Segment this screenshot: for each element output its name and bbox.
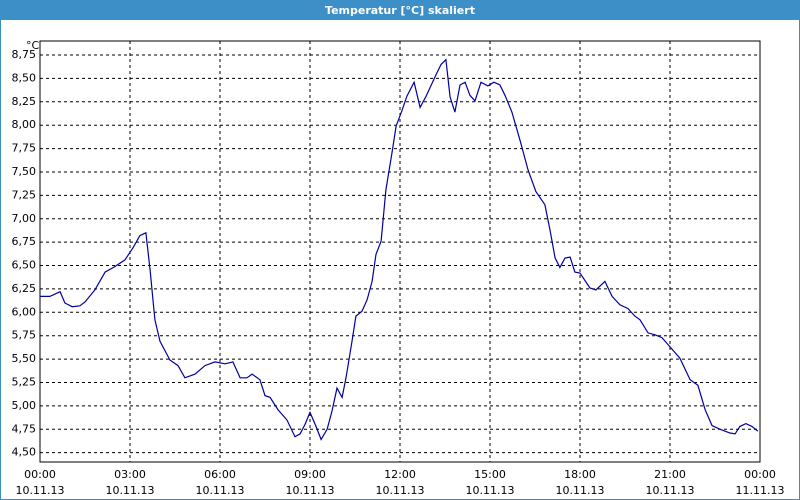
y-tick-label: 7,50 (12, 165, 37, 178)
x-tick-label: 21:00 (654, 468, 686, 481)
y-tick-label: 8,00 (12, 118, 37, 131)
x-tick-date: 10.11.13 (466, 484, 515, 497)
y-tick-label: 5,00 (12, 399, 37, 412)
x-tick-label: 12:00 (384, 468, 416, 481)
y-tick-label: 7,25 (12, 188, 37, 201)
x-tick-date: 11.11.13 (736, 484, 785, 497)
x-tick-date: 10.11.13 (376, 484, 425, 497)
x-tick-label: 15:00 (474, 468, 506, 481)
y-tick-label: 5,75 (12, 329, 37, 342)
y-axis-label: °C (26, 39, 40, 52)
y-tick-label: 8,75 (12, 48, 37, 61)
x-tick-label: 00:00 (744, 468, 776, 481)
y-tick-label: 5,25 (12, 375, 37, 388)
y-tick-label: 7,75 (12, 142, 37, 155)
x-tick-date: 10.11.13 (556, 484, 605, 497)
y-tick-label: 8,25 (12, 95, 37, 108)
x-tick-label: 09:00 (294, 468, 326, 481)
x-tick-label: 00:00 (24, 468, 56, 481)
y-tick-label: 6,00 (12, 305, 37, 318)
x-tick-label: 06:00 (204, 468, 236, 481)
x-tick-date: 10.11.13 (16, 484, 65, 497)
y-tick-label: 4,75 (12, 422, 37, 435)
y-tick-label: 4,50 (12, 446, 37, 459)
y-tick-label: 6,50 (12, 259, 37, 272)
x-tick-label: 03:00 (114, 468, 146, 481)
x-tick-date: 10.11.13 (646, 484, 695, 497)
temperature-line (40, 58, 759, 441)
y-tick-label: 6,25 (12, 282, 37, 295)
x-tick-label: 18:00 (564, 468, 596, 481)
y-tick-label: 5,50 (12, 352, 37, 365)
x-tick-date: 10.11.13 (286, 484, 335, 497)
y-tick-label: 6,75 (12, 235, 37, 248)
x-tick-date: 10.11.13 (196, 484, 245, 497)
title-bar (0, 0, 800, 20)
x-tick-date: 10.11.13 (106, 484, 155, 497)
chart-title: Temperatur [°C] skaliert (325, 4, 475, 17)
plot-frame (39, 40, 761, 463)
y-tick-label: 7,00 (12, 212, 37, 225)
y-tick-label: 8,50 (12, 71, 37, 84)
